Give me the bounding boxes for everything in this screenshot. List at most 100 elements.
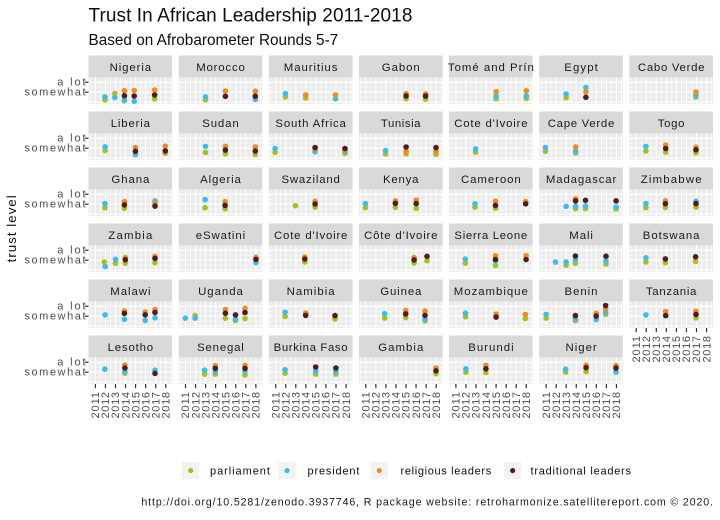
- svg-text:2018: 2018: [701, 336, 713, 363]
- svg-text:Cote d'Ivoire: Cote d'Ivoire: [454, 118, 527, 130]
- svg-text:2017: 2017: [511, 392, 523, 419]
- svg-text:Mozambique: Mozambique: [454, 286, 528, 298]
- svg-text:2011: 2011: [631, 336, 643, 363]
- svg-text:2011: 2011: [451, 392, 463, 419]
- svg-text:Gabon: Gabon: [382, 62, 420, 74]
- svg-text:Trust In African Leadership 20: Trust In African Leadership 2011-2018: [89, 5, 413, 26]
- svg-text:Zimbabwe: Zimbabwe: [641, 174, 702, 186]
- svg-text:2017: 2017: [601, 392, 613, 419]
- svg-text:2016: 2016: [591, 392, 603, 419]
- svg-text:2015: 2015: [401, 392, 413, 419]
- svg-text:Tanzania: Tanzania: [646, 286, 697, 298]
- svg-text:somewhat: somewhat: [24, 311, 85, 323]
- svg-text:parliament: parliament: [210, 465, 270, 477]
- svg-text:Sudan: Sudan: [202, 118, 239, 130]
- svg-text:Benin: Benin: [565, 286, 598, 298]
- svg-text:2011: 2011: [180, 392, 192, 419]
- svg-text:Uganda: Uganda: [198, 286, 243, 298]
- svg-text:2014: 2014: [571, 392, 583, 419]
- svg-text:Zambia: Zambia: [108, 230, 153, 242]
- svg-text:Morocco: Morocco: [196, 62, 245, 74]
- svg-text:Burundi: Burundi: [468, 342, 513, 354]
- svg-text:Malawi: Malawi: [110, 286, 150, 298]
- svg-text:Guinea: Guinea: [380, 286, 422, 298]
- svg-text:Swaziland: Swaziland: [282, 174, 340, 186]
- svg-text:2018: 2018: [251, 392, 263, 419]
- svg-text:Kenya: Kenya: [383, 174, 419, 186]
- svg-text:2014: 2014: [661, 336, 673, 363]
- svg-text:2016: 2016: [501, 392, 513, 419]
- svg-text:2013: 2013: [651, 336, 663, 363]
- svg-text:2018: 2018: [160, 392, 172, 419]
- svg-text:Liberia: Liberia: [111, 118, 151, 130]
- svg-text:2015: 2015: [220, 392, 232, 419]
- svg-text:a lot: a lot: [57, 189, 85, 201]
- svg-text:2017: 2017: [150, 392, 162, 419]
- svg-text:2012: 2012: [100, 392, 112, 419]
- svg-text:2016: 2016: [411, 392, 423, 419]
- svg-text:Egypt: Egypt: [564, 62, 598, 74]
- svg-text:somewhat: somewhat: [24, 199, 85, 211]
- svg-text:2015: 2015: [311, 392, 323, 419]
- svg-text:2016: 2016: [140, 392, 152, 419]
- svg-text:Senegal: Senegal: [197, 342, 244, 354]
- svg-text:Cote d'Ivoire: Cote d'Ivoire: [274, 230, 347, 242]
- svg-text:a lot: a lot: [57, 133, 85, 145]
- svg-text:a lot: a lot: [57, 301, 85, 313]
- svg-text:Mali: Mali: [569, 230, 593, 242]
- svg-text:2013: 2013: [200, 392, 212, 419]
- svg-text:a lot: a lot: [57, 357, 85, 369]
- svg-text:Gambia: Gambia: [378, 342, 424, 354]
- svg-text:Lesotho: Lesotho: [108, 342, 154, 354]
- svg-text:2014: 2014: [391, 392, 403, 419]
- svg-text:2014: 2014: [210, 392, 222, 419]
- svg-text:2017: 2017: [241, 392, 253, 419]
- svg-text:Namibia: Namibia: [287, 286, 336, 298]
- svg-text:2015: 2015: [130, 392, 142, 419]
- svg-text:Togo: Togo: [658, 118, 685, 130]
- svg-text:2011: 2011: [361, 392, 373, 419]
- svg-text:2012: 2012: [461, 392, 473, 419]
- svg-text:Ghana: Ghana: [111, 174, 150, 186]
- svg-text:a lot: a lot: [57, 245, 85, 257]
- svg-text:somewhat: somewhat: [24, 367, 85, 379]
- svg-text:2016: 2016: [681, 336, 693, 363]
- svg-text:2013: 2013: [291, 392, 303, 419]
- svg-text:2014: 2014: [301, 392, 313, 419]
- svg-text:Niger: Niger: [566, 342, 597, 354]
- svg-text:Cabo Verde: Cabo Verde: [638, 62, 705, 74]
- svg-text:2011: 2011: [270, 392, 282, 419]
- svg-text:Burkina Faso: Burkina Faso: [274, 342, 348, 354]
- svg-text:Cape Verde: Cape Verde: [548, 118, 615, 130]
- svg-text:South Africa: South Africa: [275, 118, 346, 130]
- svg-text:trust level: trust level: [4, 195, 19, 262]
- svg-text:Côte d'Ivoire: Côte d'Ivoire: [364, 230, 437, 242]
- svg-text:2018: 2018: [431, 392, 443, 419]
- svg-text:religious leaders: religious leaders: [401, 465, 492, 477]
- svg-text:2016: 2016: [230, 392, 242, 419]
- svg-text:Nigeria: Nigeria: [110, 62, 152, 74]
- svg-text:2013: 2013: [561, 392, 573, 419]
- svg-text:2012: 2012: [190, 392, 202, 419]
- svg-text:a lot: a lot: [57, 77, 85, 89]
- svg-text:http://doi.org/10.5281/zenodo.: http://doi.org/10.5281/zenodo.3937746, R…: [141, 496, 713, 508]
- svg-text:2012: 2012: [641, 336, 653, 363]
- svg-text:traditional leaders: traditional leaders: [531, 465, 632, 477]
- svg-text:2015: 2015: [671, 336, 683, 363]
- svg-text:eSwatini: eSwatini: [196, 230, 245, 242]
- svg-text:2013: 2013: [471, 392, 483, 419]
- svg-text:Botswana: Botswana: [643, 230, 700, 242]
- svg-text:2011: 2011: [541, 392, 553, 419]
- svg-text:somewhat: somewhat: [24, 143, 85, 155]
- svg-text:2017: 2017: [331, 392, 343, 419]
- svg-text:2012: 2012: [280, 392, 292, 419]
- svg-text:2014: 2014: [120, 392, 132, 419]
- svg-text:Tunisia: Tunisia: [381, 118, 421, 130]
- svg-text:2012: 2012: [551, 392, 563, 419]
- svg-text:2016: 2016: [321, 392, 333, 419]
- svg-text:Based on Afrobarometer Rounds: Based on Afrobarometer Rounds 5-7: [89, 32, 339, 49]
- svg-text:2012: 2012: [371, 392, 383, 419]
- svg-text:Tomé and Prín: Tomé and Prín: [448, 62, 534, 74]
- svg-text:2014: 2014: [481, 392, 493, 419]
- svg-text:2011: 2011: [90, 392, 102, 419]
